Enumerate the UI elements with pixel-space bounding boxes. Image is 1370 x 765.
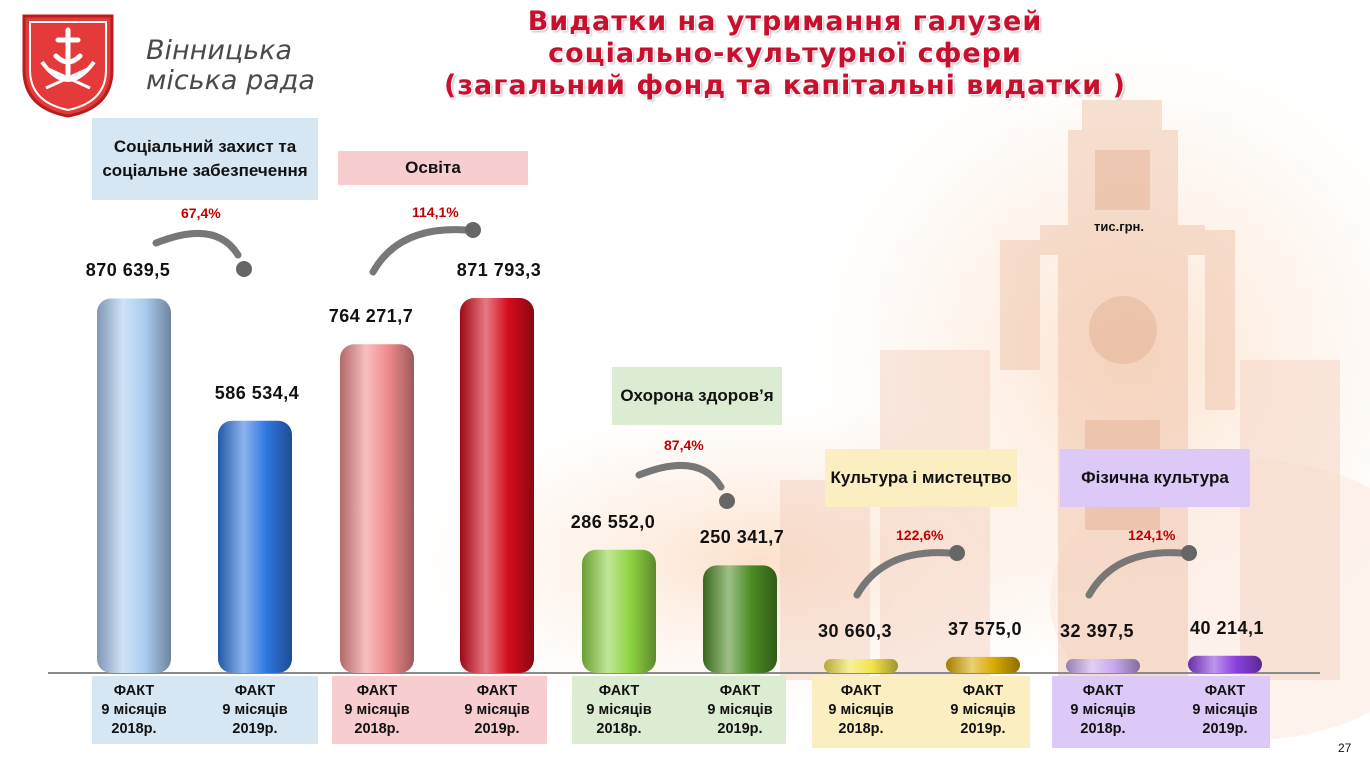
period-label-fact: ФАКТ — [840, 683, 882, 699]
period-label-months: 9 місяців — [950, 702, 1016, 718]
period-label-year: 2019р. — [474, 721, 520, 737]
period-label-months: 9 місяців — [1070, 702, 1136, 718]
category-label: Освіта — [338, 151, 528, 185]
title-line-3: (загальний фонд та капітальні видатки ) — [444, 70, 1126, 101]
growth-arrow — [1085, 549, 1185, 599]
category-label: Соціальний захист та соціальне забезпече… — [92, 118, 318, 200]
period-label-fact: ФАКТ — [1204, 683, 1246, 699]
period-label-year: 2019р. — [960, 721, 1006, 737]
arrow-dot — [1181, 545, 1197, 561]
period-label: ФАКТ 9 місяців 2018р. — [322, 676, 432, 739]
period-label-months: 9 місяців — [586, 702, 652, 718]
period-label: ФАКТ 9 місяців 2019р. — [685, 676, 795, 739]
period-label-year: 2019р. — [717, 721, 763, 737]
value-label: 286 552,0 — [570, 511, 656, 532]
period-label: ФАКТ 9 місяців 2018р. — [79, 676, 189, 739]
bar-2019 — [218, 420, 292, 673]
value-label: 764 271,7 — [328, 306, 414, 327]
category-label: Фізична культура — [1060, 449, 1250, 507]
period-label-box — [812, 676, 1030, 748]
period-label-months: 9 місяців — [828, 702, 894, 718]
period-label: ФАКТ 9 місяців 2019р. — [1170, 676, 1280, 739]
period-label-months: 9 місяців — [464, 702, 530, 718]
arrow-dot — [719, 493, 735, 509]
growth-arrow — [152, 229, 242, 259]
category-label: Культура і мистецтво — [825, 449, 1017, 507]
value-label: 40 214,1 — [1189, 617, 1265, 638]
period-label-fact: ФАКТ — [113, 683, 155, 699]
period-label-fact: ФАКТ — [962, 683, 1004, 699]
period-label: ФАКТ 9 місяців 2018р. — [806, 676, 916, 739]
growth-arrow — [369, 226, 469, 276]
growth-percent-label: 122,6% — [896, 527, 944, 543]
title-line-2: соціально-культурної сфери — [548, 38, 1022, 69]
period-label-box — [572, 676, 786, 744]
slide-title: Видатки на утримання галузей соціально-к… — [400, 6, 1170, 102]
growth-percent-label: 114,1% — [412, 204, 459, 220]
city-coat-of-arms-logo — [22, 14, 114, 118]
growth-percent-label: 124,1% — [1128, 527, 1176, 543]
bar-2019 — [946, 656, 1020, 673]
period-label-year: 2019р. — [232, 721, 278, 737]
logo-text-line-2: міська рада — [146, 65, 315, 96]
growth-arrow — [853, 549, 953, 599]
bar-2019 — [1188, 655, 1262, 673]
growth-percent-label: 67,4% — [181, 205, 221, 221]
period-label-box — [1052, 676, 1270, 748]
bar-2018 — [340, 344, 414, 673]
period-label: ФАКТ 9 місяців 2019р. — [442, 676, 552, 739]
period-label-months: 9 місяців — [707, 702, 773, 718]
period-label: ФАКТ 9 місяців 2019р. — [200, 676, 310, 739]
period-label-fact: ФАКТ — [719, 683, 761, 699]
period-label: ФАКТ 9 місяців 2019р. — [928, 676, 1038, 739]
bar-2019 — [703, 565, 777, 673]
value-label: 870 639,5 — [85, 260, 171, 281]
period-label-year: 2018р. — [1080, 721, 1126, 737]
arrow-dot — [236, 261, 252, 277]
growth-percent-label: 87,4% — [664, 437, 704, 453]
logo-text: Вінницька міська рада — [146, 36, 315, 96]
value-label: 30 660,3 — [817, 621, 893, 641]
category-label: Охорона здоров’я — [612, 367, 782, 425]
period-label-fact: ФАКТ — [1082, 683, 1124, 699]
period-label: ФАКТ 9 місяців 2018р. — [564, 676, 674, 739]
period-label-months: 9 місяців — [222, 702, 288, 718]
period-label-box — [332, 676, 547, 744]
period-label-fact: ФАКТ — [234, 683, 276, 699]
page-number: 27 — [1338, 741, 1352, 755]
logo-text-line-1: Вінницька — [146, 35, 293, 66]
period-label-year: 2018р. — [111, 721, 157, 737]
bar-2018 — [582, 549, 656, 673]
unit-label: тис.грн. — [1094, 219, 1145, 234]
title-line-1: Видатки на утримання галузей — [527, 6, 1043, 37]
arrow-dot — [949, 545, 965, 561]
period-label-months: 9 місяців — [344, 702, 410, 718]
period-label-fact: ФАКТ — [598, 683, 640, 699]
value-label: 250 341,7 — [699, 527, 785, 548]
period-label-fact: ФАКТ — [356, 683, 398, 699]
period-label-year: 2018р. — [354, 721, 400, 737]
bar-2018 — [97, 298, 171, 673]
bar-2018 — [1066, 659, 1140, 673]
period-label-year: 2018р. — [838, 721, 884, 737]
growth-arrow — [635, 461, 725, 491]
period-label-year: 2019р. — [1202, 721, 1248, 737]
bar-2018 — [824, 659, 898, 673]
period-label-months: 9 місяців — [101, 702, 167, 718]
period-label-year: 2018р. — [596, 721, 642, 737]
bar-2019 — [460, 298, 534, 673]
period-label-months: 9 місяців — [1192, 702, 1258, 718]
value-label: 871 793,3 — [456, 260, 542, 280]
value-label: 586 534,4 — [214, 382, 300, 403]
period-label-fact: ФАКТ — [476, 683, 518, 699]
period-label: ФАКТ 9 місяців 2018р. — [1048, 676, 1158, 739]
period-label-box — [92, 676, 318, 744]
value-label: 37 575,0 — [947, 618, 1023, 639]
value-label: 32 397,5 — [1059, 621, 1135, 641]
arrow-dot — [465, 222, 481, 238]
